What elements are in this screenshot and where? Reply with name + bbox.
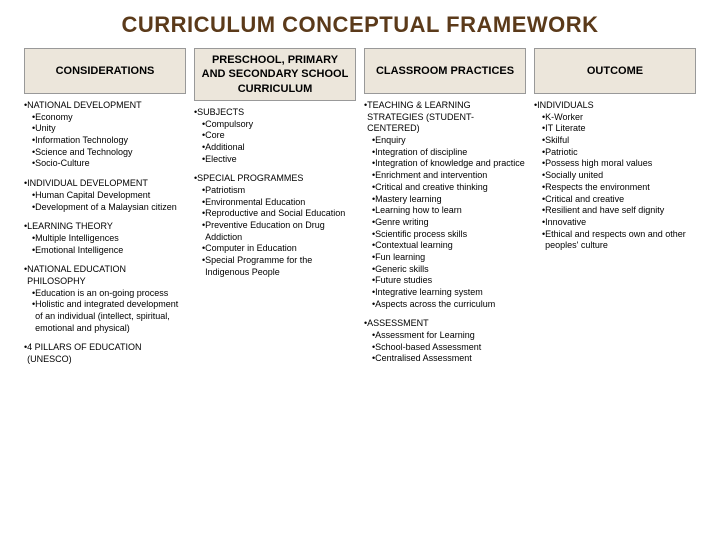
list-item: Critical and creative thinking: [364, 182, 526, 194]
list-item: Human Capital Development: [24, 190, 186, 202]
list-item: Preventive Education on Drug Addiction: [194, 220, 356, 243]
list-item: School-based Assessment: [364, 342, 526, 354]
list-item: Elective: [194, 154, 356, 166]
section-teaching: TEACHING & LEARNING STRATEGIES (STUDENT-…: [364, 100, 526, 310]
section-title: INDIVIDUAL DEVELOPMENT: [24, 178, 186, 190]
section-title: LEARNING THEORY: [24, 221, 186, 233]
list-item: Economy: [24, 112, 186, 124]
section-learning-theory: LEARNING THEORY Multiple Intelligences E…: [24, 221, 186, 256]
list-item: Additional: [194, 142, 356, 154]
section-title: 4 PILLARS OF EDUCATION (UNESCO): [24, 342, 186, 365]
section-subjects: SUBJECTS Compulsory Core Additional Elec…: [194, 107, 356, 165]
section-title: SUBJECTS: [194, 107, 356, 119]
list-item: Genre writing: [364, 217, 526, 229]
list-item: Mastery learning: [364, 194, 526, 206]
list-item: Information Technology: [24, 135, 186, 147]
list-item: Emotional Intelligence: [24, 245, 186, 257]
list-item: Socio-Culture: [24, 158, 186, 170]
list-item: Education is an on-going process: [24, 288, 186, 300]
list-item: Respects the environment: [534, 182, 696, 194]
columns-container: CONSIDERATIONS NATIONAL DEVELOPMENT Econ…: [20, 48, 700, 374]
list-item: Generic skills: [364, 264, 526, 276]
col-header-curriculum: PRESCHOOL, PRIMARY AND SECONDARY SCHOOL …: [194, 48, 356, 101]
section-pillars: 4 PILLARS OF EDUCATION (UNESCO): [24, 342, 186, 365]
list-item: Skilful: [534, 135, 696, 147]
list-item: Future studies: [364, 275, 526, 287]
col-header-classroom: CLASSROOM PRACTICES: [364, 48, 526, 94]
list-item: Integration of knowledge and practice: [364, 158, 526, 170]
col-header-outcome: OUTCOME: [534, 48, 696, 94]
list-item: Compulsory: [194, 119, 356, 131]
list-item: Special Programme for the Indigenous Peo…: [194, 255, 356, 278]
list-item: Scientific process skills: [364, 229, 526, 241]
list-item: Possess high moral values: [534, 158, 696, 170]
section-individual-dev: INDIVIDUAL DEVELOPMENT Human Capital Dev…: [24, 178, 186, 213]
list-item: Patriotism: [194, 185, 356, 197]
list-item: Critical and creative: [534, 194, 696, 206]
col-curriculum: PRESCHOOL, PRIMARY AND SECONDARY SCHOOL …: [190, 48, 360, 374]
list-item: Unity: [24, 123, 186, 135]
section-title: NATIONAL EDUCATION PHILOSOPHY: [24, 264, 186, 287]
col-considerations: CONSIDERATIONS NATIONAL DEVELOPMENT Econ…: [20, 48, 190, 374]
section-title: NATIONAL DEVELOPMENT: [24, 100, 186, 112]
section-title: TEACHING & LEARNING STRATEGIES (STUDENT-…: [364, 100, 526, 135]
section-edu-philosophy: NATIONAL EDUCATION PHILOSOPHY Education …: [24, 264, 186, 334]
list-item: Multiple Intelligences: [24, 233, 186, 245]
list-item: Innovative: [534, 217, 696, 229]
list-item: Holistic and integrated development of a…: [24, 299, 186, 334]
page-title: CURRICULUM CONCEPTUAL FRAMEWORK: [20, 12, 700, 38]
list-item: Environmental Education: [194, 197, 356, 209]
list-item: Centralised Assessment: [364, 353, 526, 365]
section-individuals: INDIVIDUALS K-Worker IT Literate Skilful…: [534, 100, 696, 252]
list-item: IT Literate: [534, 123, 696, 135]
list-item: Resilient and have self dignity: [534, 205, 696, 217]
list-item: Aspects across the curriculum: [364, 299, 526, 311]
list-item: Science and Technology: [24, 147, 186, 159]
list-item: Assessment for Learning: [364, 330, 526, 342]
section-national-dev: NATIONAL DEVELOPMENT Economy Unity Infor…: [24, 100, 186, 170]
list-item: Computer in Education: [194, 243, 356, 255]
list-item: Reproductive and Social Education: [194, 208, 356, 220]
list-item: Integrative learning system: [364, 287, 526, 299]
col-header-considerations: CONSIDERATIONS: [24, 48, 186, 94]
list-item: Development of a Malaysian citizen: [24, 202, 186, 214]
section-title: INDIVIDUALS: [534, 100, 696, 112]
list-item: Learning how to learn: [364, 205, 526, 217]
section-title: ASSESSMENT: [364, 318, 526, 330]
list-item: Contextual learning: [364, 240, 526, 252]
list-item: Integration of discipline: [364, 147, 526, 159]
section-special-programmes: SPECIAL PROGRAMMES Patriotism Environmen…: [194, 173, 356, 278]
section-title: SPECIAL PROGRAMMES: [194, 173, 356, 185]
list-item: Fun learning: [364, 252, 526, 264]
list-item: Core: [194, 130, 356, 142]
list-item: Enrichment and intervention: [364, 170, 526, 182]
list-item: Patriotic: [534, 147, 696, 159]
list-item: Socially united: [534, 170, 696, 182]
col-classroom: CLASSROOM PRACTICES TEACHING & LEARNING …: [360, 48, 530, 374]
list-item: K-Worker: [534, 112, 696, 124]
list-item: Ethical and respects own and other peopl…: [534, 229, 696, 252]
section-assessment: ASSESSMENT Assessment for Learning Schoo…: [364, 318, 526, 365]
col-outcome: OUTCOME INDIVIDUALS K-Worker IT Literate…: [530, 48, 700, 374]
list-item: Enquiry: [364, 135, 526, 147]
